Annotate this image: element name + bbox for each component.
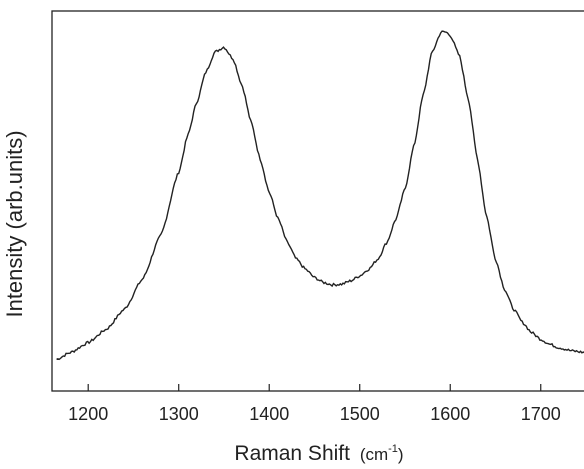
spectrum-series-line xyxy=(56,30,584,361)
x-axis-unit: (cm xyxy=(360,445,388,464)
x-tick-label-1300: 1300 xyxy=(159,404,199,424)
x-axis-unit-superscript: -1 xyxy=(388,443,398,455)
x-axis-label: Raman Shift xyxy=(234,442,350,465)
x-tick-label-1400: 1400 xyxy=(249,404,289,424)
x-axis-tick-labels: 1200 1300 1400 1500 1600 1700 xyxy=(68,404,561,424)
x-tick-label-1700: 1700 xyxy=(521,404,561,424)
x-axis-title: Raman Shift (cm-1) xyxy=(234,442,403,465)
spectrum-points xyxy=(56,31,584,360)
x-tick-label-1600: 1600 xyxy=(430,404,470,424)
x-axis-unit-close: ) xyxy=(398,445,404,464)
x-axis-ticks xyxy=(87,384,542,391)
plot-frame xyxy=(51,10,584,392)
y-axis-title: Intensity (arb.units) xyxy=(2,130,27,317)
x-tick-label-1500: 1500 xyxy=(340,404,380,424)
x-tick-label-1200: 1200 xyxy=(68,404,108,424)
